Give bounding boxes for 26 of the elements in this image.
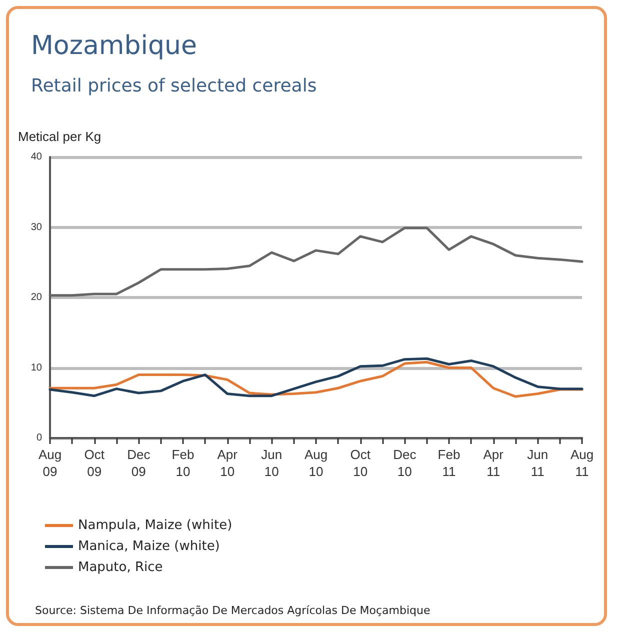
x-tick-label: Feb 10 — [172, 447, 194, 479]
y-tick-label: 20 — [30, 292, 42, 303]
source-note: Source: Sistema De Informação De Mercados Agrícolas De Moçambique — [35, 604, 430, 617]
chart-title: Mozambique — [31, 31, 197, 61]
x-tick-label: Apr 10 — [217, 447, 238, 479]
y-tick-label: 10 — [30, 362, 42, 374]
x-tick-label: Feb 11 — [438, 447, 460, 479]
x-tick-label: Dec 10 — [393, 447, 417, 479]
x-tick-label: Dec 09 — [127, 447, 151, 479]
y-axis-title: Metical per Kg — [18, 129, 102, 144]
legend-label: Maputo, Rice — [78, 560, 163, 575]
y-tick-label: 0 — [36, 432, 42, 444]
chart-subtitle: Retail prices of selected cereals — [31, 76, 317, 96]
x-tick-label: Oct 09 — [84, 447, 105, 479]
legend-label: Manica, Maize (white) — [78, 539, 220, 554]
x-tick-label: Aug 11 — [570, 447, 594, 479]
y-tick-label: 30 — [30, 222, 42, 233]
x-tick-label: Jun 11 — [527, 447, 548, 479]
x-tick-label: Jun 10 — [261, 447, 282, 479]
x-tick-label: Aug 09 — [38, 447, 62, 479]
y-tick-label: 40 — [30, 152, 42, 162]
x-tick-label: Apr 11 — [483, 447, 504, 479]
line-series — [48, 226, 584, 297]
legend-label: Nampula, Maize (white) — [78, 518, 232, 533]
x-tick-label: Oct 10 — [350, 447, 371, 479]
x-tick-label: Aug 10 — [304, 447, 328, 479]
